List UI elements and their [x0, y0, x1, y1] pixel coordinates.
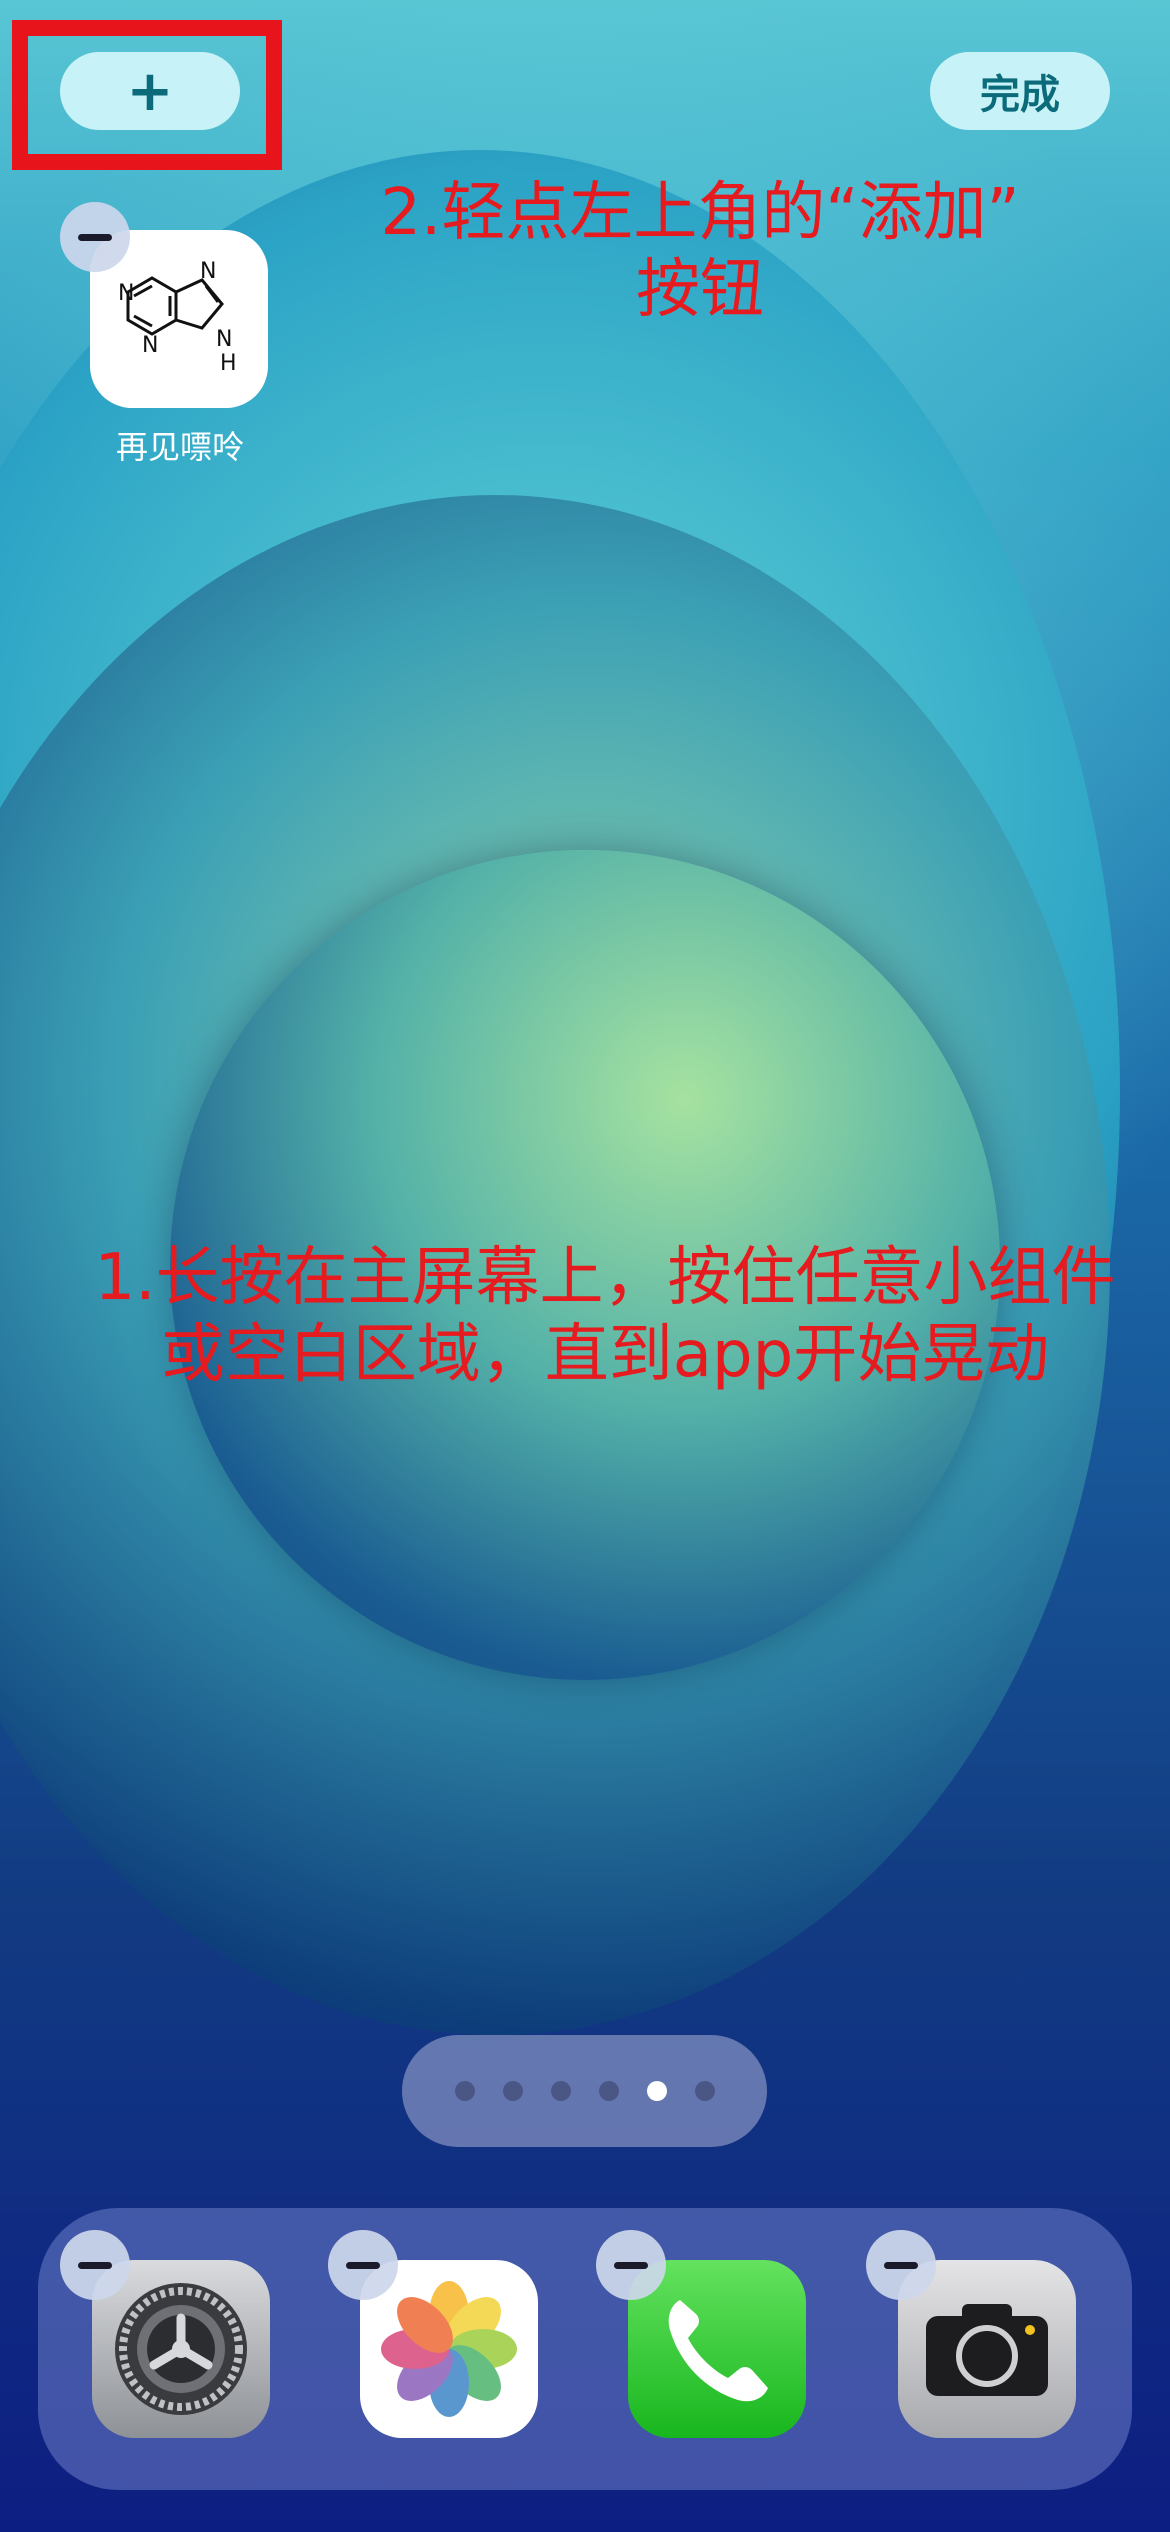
remove-app-minus-icon[interactable]: [328, 2230, 398, 2300]
page-indicator[interactable]: [402, 2035, 767, 2147]
annotation-step-1: 1.长按在主屏幕上，按住任意小组件 或空白区域，直到app开始晃动: [40, 1240, 1170, 1394]
dock-app-photos[interactable]: [328, 2230, 538, 2438]
camera-icon: [898, 2260, 1076, 2438]
page-dot[interactable]: [598, 2081, 619, 2101]
remove-app-minus-icon[interactable]: [60, 2230, 130, 2300]
app-label: 再见嘌呤: [115, 428, 244, 466]
done-button[interactable]: 完成: [930, 52, 1110, 130]
annotation-step-2-line-1: 2.轻点左上角的“添加”: [380, 176, 1020, 250]
remove-app-minus-icon[interactable]: [60, 202, 130, 272]
annotation-step-1-line-1: 1.长按在主屏幕上，按住任意小组件: [94, 1241, 1116, 1315]
annotation-step-1-line-2: 或空白区域，直到app开始晃动: [160, 1317, 1050, 1392]
svg-text:N: N: [142, 333, 158, 358]
phone-handset-icon: [628, 2260, 806, 2438]
svg-text:H: H: [220, 351, 237, 376]
page-dot[interactable]: [502, 2081, 523, 2101]
svg-text:N: N: [216, 327, 232, 352]
annotation-step-2: 2.轻点左上角的“添加” 按钮: [350, 175, 1050, 329]
remove-app-minus-icon[interactable]: [866, 2230, 936, 2300]
svg-text:N: N: [200, 259, 216, 284]
dock-app-phone[interactable]: [596, 2230, 806, 2438]
highlight-box: [12, 20, 282, 170]
photos-flower-icon: [360, 2260, 538, 2438]
annotation-step-2-line-2: 按钮: [636, 252, 764, 327]
page-dot-active[interactable]: [646, 2081, 667, 2101]
page-dot[interactable]: [694, 2081, 715, 2101]
settings-gear-icon: [92, 2260, 270, 2438]
remove-app-minus-icon[interactable]: [596, 2230, 666, 2300]
dock-app-settings[interactable]: [60, 2230, 270, 2438]
svg-text:N: N: [118, 281, 134, 306]
page-dot[interactable]: [550, 2081, 571, 2101]
page-dot[interactable]: [454, 2081, 475, 2101]
add-widget-button[interactable]: +: [60, 52, 240, 130]
dock-app-camera[interactable]: [866, 2230, 1076, 2438]
wallpaper-circle-inner: [170, 850, 1000, 1680]
